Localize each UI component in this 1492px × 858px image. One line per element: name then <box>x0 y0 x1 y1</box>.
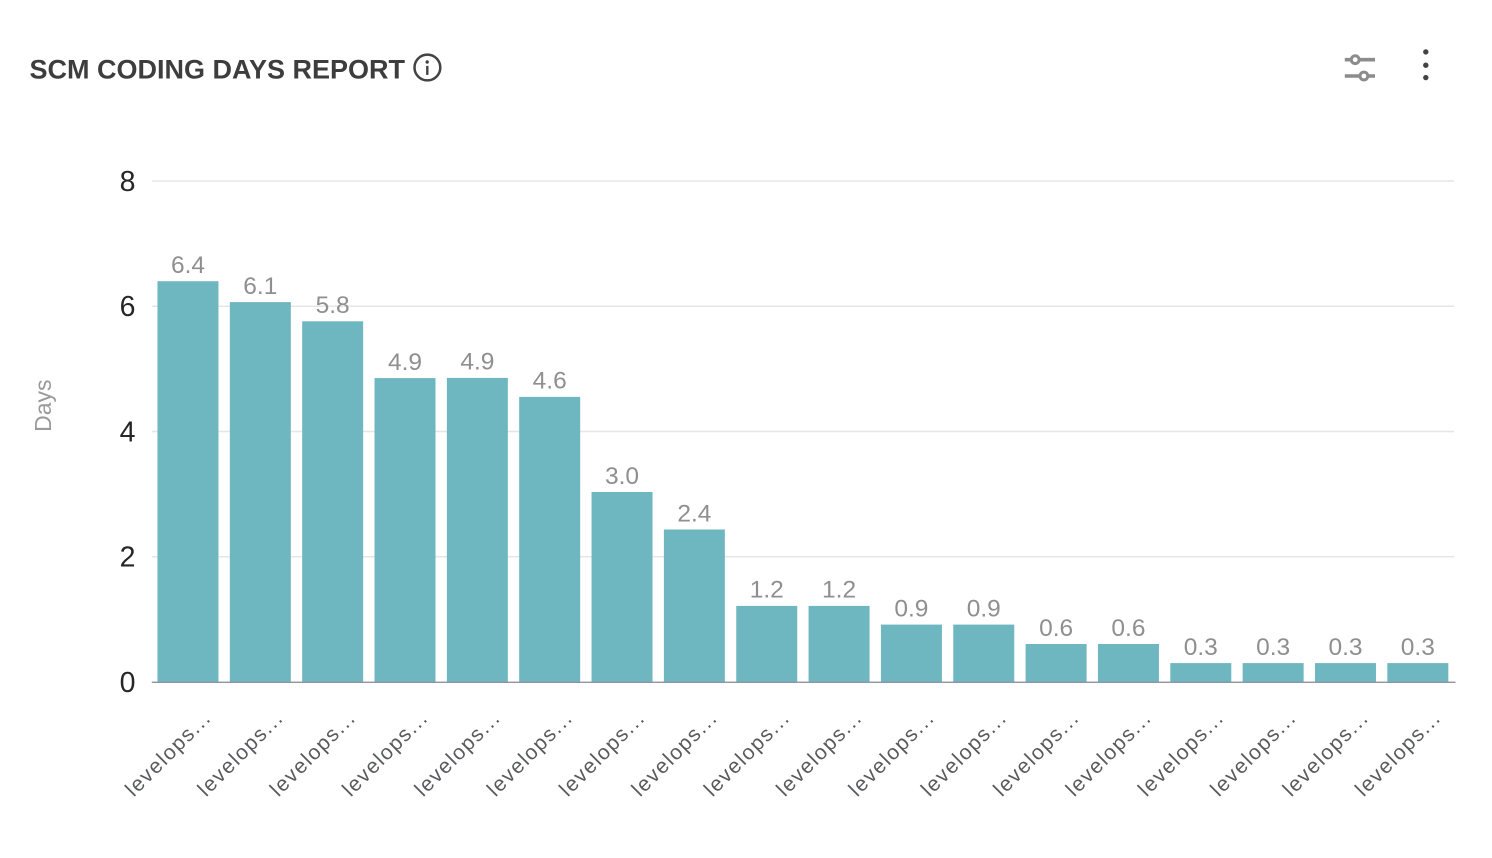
svg-text:6.1: 6.1 <box>243 273 277 300</box>
svg-text:8: 8 <box>120 166 136 198</box>
svg-text:0: 0 <box>120 667 136 699</box>
svg-text:4.9: 4.9 <box>388 349 422 376</box>
svg-text:6: 6 <box>120 291 136 323</box>
svg-text:0.3: 0.3 <box>1256 634 1290 661</box>
svg-text:2.4: 2.4 <box>677 500 711 527</box>
svg-text:4: 4 <box>120 416 136 448</box>
svg-text:0.9: 0.9 <box>967 595 1001 622</box>
svg-text:Days: Days <box>30 379 56 431</box>
svg-text:5.8: 5.8 <box>316 292 350 319</box>
svg-text:2: 2 <box>120 542 136 574</box>
svg-text:0.9: 0.9 <box>894 595 928 622</box>
svg-text:0.3: 0.3 <box>1184 634 1218 661</box>
svg-text:0.3: 0.3 <box>1401 634 1435 661</box>
svg-text:0.6: 0.6 <box>1111 615 1145 642</box>
svg-text:6.4: 6.4 <box>171 252 205 279</box>
svg-text:SCM CODING DAYS REPORT: SCM CODING DAYS REPORT <box>30 54 406 84</box>
svg-text:1.2: 1.2 <box>822 577 856 604</box>
svg-text:1.2: 1.2 <box>750 577 784 604</box>
svg-text:4.9: 4.9 <box>460 349 494 376</box>
svg-text:4.6: 4.6 <box>533 368 567 395</box>
svg-text:3.0: 3.0 <box>605 463 639 490</box>
svg-text:0.3: 0.3 <box>1328 634 1362 661</box>
svg-text:0.6: 0.6 <box>1039 615 1073 642</box>
